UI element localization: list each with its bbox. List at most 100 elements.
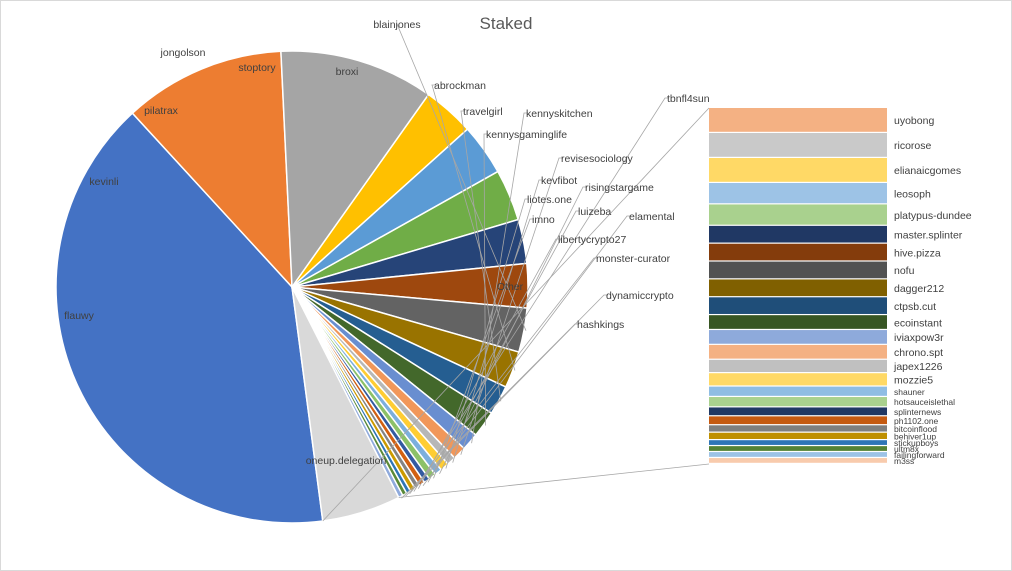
- bar-segment-leosoph: [709, 183, 887, 204]
- leader-line-kennyskitchen: [471, 112, 528, 444]
- leader-line-tbnfl4sun: [413, 97, 669, 492]
- slice-label-pilatrax: pilatrax: [144, 105, 179, 117]
- bar-segment-ph1102-one: [709, 416, 887, 425]
- bar-segment-ecoinstant: [709, 315, 887, 329]
- bar-label-platypus-dundee: platypus-dundee: [894, 210, 972, 222]
- slice-label-dynamiccrypto: dynamiccrypto: [606, 290, 674, 302]
- slice-label-luizeba: luizeba: [578, 206, 611, 218]
- bar-segment-stickupboys: [709, 440, 887, 445]
- bar-segment-hotsauceislethal: [709, 397, 887, 407]
- bar-label-mozzie5: mozzie5: [894, 375, 933, 387]
- chart-title: Staked: [480, 14, 533, 33]
- bar-segment-hive-pizza: [709, 243, 887, 261]
- bar-segment-bitcoinflood: [709, 425, 887, 432]
- bar-segment-failingforward: [709, 452, 887, 457]
- pie-slices: [55, 50, 529, 524]
- bar-label-shauner: shauner: [894, 387, 925, 397]
- bar-label-failingforward: failingforward: [894, 450, 945, 460]
- bar-label-ultm8x: ultm8x: [894, 444, 920, 454]
- bar-label-nofu: nofu: [894, 265, 915, 277]
- leader-line-abrockman: [431, 84, 516, 371]
- slice-label-oneup-delegation: oneup.delegation: [306, 455, 387, 467]
- bar-segment-splinternews: [709, 407, 887, 416]
- bar-label-master-splinter: master.splinter: [894, 229, 963, 241]
- bar-segment-ctpsb-cut: [709, 297, 887, 314]
- leader-line-monster-curator: [409, 257, 598, 495]
- bar-segment-uyobong: [709, 108, 887, 132]
- bar-segment-elianaicgomes: [709, 158, 887, 182]
- bar-label-uyobong: uyobong: [894, 115, 934, 127]
- slice-label-hashkings: hashkings: [577, 319, 624, 331]
- slice-label-kevinli: kevinli: [89, 176, 118, 188]
- slice-label-kennysgaminglife: kennysgaminglife: [486, 129, 567, 141]
- leader-line-revisesociology: [460, 157, 563, 455]
- bar-segment-ricorose: [709, 133, 887, 157]
- bar-label-leosoph: leosoph: [894, 188, 931, 200]
- bar-label-hive-pizza: hive.pizza: [894, 247, 941, 259]
- bar-segment-behiver1up: [709, 432, 887, 439]
- slice-label-revisesociology: revisesociology: [561, 153, 634, 165]
- bar-segment-platypus-dundee: [709, 204, 887, 225]
- bar-label-elianaicgomes: elianaicgomes: [894, 165, 961, 177]
- bar-segment-shauner: [709, 386, 887, 396]
- bar-label-hotsauceislethal: hotsauceislethal: [894, 397, 955, 407]
- slice-label-blainjones: blainjones: [373, 19, 420, 31]
- slice-flauwy: [131, 50, 293, 290]
- leader-lines: [396, 23, 669, 499]
- bar-segment-nofu: [709, 261, 887, 279]
- connector-line-bottom: [398, 463, 710, 498]
- slice-label-libertycrypto27: libertycrypto27: [558, 234, 626, 246]
- slice-kevinli: [280, 50, 430, 290]
- bar-label-ricorose: ricorose: [894, 140, 932, 152]
- leader-line-dynamiccrypto: [405, 294, 608, 497]
- slice-label-other: Other: [497, 281, 524, 293]
- bar-label-chrono-spt: chrono.spt: [894, 347, 943, 359]
- slice-label-stoptory: stoptory: [238, 62, 276, 74]
- leader-line-hashkings: [401, 323, 579, 499]
- bar-segment-ultm8x: [709, 446, 887, 451]
- leader-line-imno: [433, 218, 534, 479]
- bar-segment-mozzie5: [709, 373, 887, 386]
- slice-label-travelgirl: travelgirl: [463, 106, 503, 118]
- bar-label-ph1102-one: ph1102.one: [894, 416, 939, 426]
- leader-line-libertycrypto27: [417, 238, 560, 489]
- leader-line-elamental: [422, 215, 631, 486]
- bar-segment-m3ss: [709, 458, 887, 463]
- slice-label-jongolson: jongolson: [160, 47, 206, 59]
- connector-line-top: [322, 107, 710, 522]
- leader-line-liotes-one: [445, 198, 529, 469]
- leader-line-risingstargame: [439, 186, 587, 474]
- bar-segment-chrono-spt: [709, 344, 887, 359]
- bar-label-iviaxpow3r: iviaxpow3r: [894, 332, 944, 344]
- slice-label-tbnfl4sun: tbnfl4sun: [667, 93, 710, 105]
- slice-label-broxi: broxi: [336, 66, 359, 78]
- bar-label-stickupboys: stickupboys: [894, 438, 938, 448]
- bar-segment-master-splinter: [709, 225, 887, 243]
- connector-lines: [322, 107, 710, 522]
- slice-oneup-delegation: [55, 112, 324, 524]
- bar-label-m3ss: m3ss: [894, 456, 914, 466]
- bar-segment-japex1226: [709, 359, 887, 373]
- bar-label-bitcoinflood: bitcoinflood: [894, 424, 937, 434]
- slice-label-liotes-one: liotes.one: [527, 194, 572, 206]
- slice-label-kevfibot: kevfibot: [541, 175, 577, 187]
- bar-segment-dagger212: [709, 279, 887, 297]
- slice-label-elamental: elamental: [629, 211, 675, 223]
- bar-label-dagger212: dagger212: [894, 283, 944, 295]
- leader-line-kennysgaminglife: [483, 133, 488, 426]
- slice-label-monster-curator: monster-curator: [596, 253, 671, 265]
- leader-line-travelgirl: [460, 110, 502, 402]
- slice-labels: oneup.delegation flauwy kevinli pilatrax jon…: [64, 19, 710, 467]
- slice-label-risingstargame: risingstargame: [585, 182, 654, 194]
- leader-line-blainjones: [396, 23, 527, 331]
- bar-label-japex1226: japex1226: [893, 361, 943, 373]
- bar-label-splinternews: splinternews: [894, 407, 941, 417]
- slice-label-abrockman: abrockman: [434, 80, 486, 92]
- bar-label-ecoinstant: ecoinstant: [894, 317, 942, 329]
- leader-line-kevfibot: [452, 179, 543, 463]
- secondary-bar: uyobong ricorose elianaicgomes leosoph platy…: [709, 108, 972, 466]
- bar-segment-iviaxpow3r: [709, 330, 887, 344]
- bar-label-ctpsb-cut: ctpsb.cut: [894, 301, 936, 313]
